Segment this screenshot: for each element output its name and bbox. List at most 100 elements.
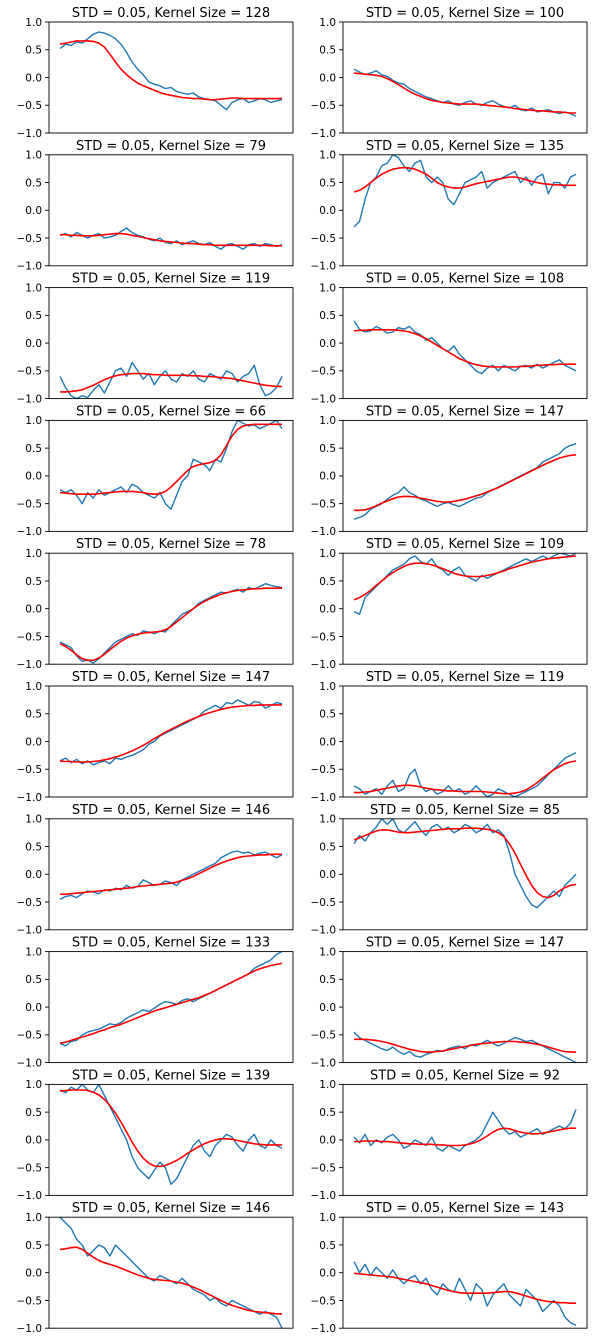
y-tick-label: −0.5 [311,366,337,378]
subplot-title: STD = 0.05, Kernel Size = 66 [76,404,266,419]
y-tick-label: −1.0 [311,925,337,937]
noisy-series-line [59,227,283,250]
y-tick-label: 1.0 [319,548,336,560]
y-tick-label: 1.0 [319,415,336,427]
subplot: STD = 0.05, Kernel Size = 146 1.0 0.5 0.0 −0… [17,803,294,937]
y-tick-label: −0.5 [311,764,337,776]
axes-frame [342,685,588,798]
subplot: STD = 0.05, Kernel Size = 92 1.0 0.5 0.0 −0.… [311,1068,588,1202]
y-tick-label: 0.0 [319,869,336,881]
subplot: STD = 0.05, Kernel Size = 147 1.0 0.5 0.0 −0… [311,404,588,538]
noisy-series-line [353,751,577,797]
y-tick-label: 0.5 [319,576,336,588]
y-tick-label: −0.5 [17,764,43,776]
noisy-series-line [59,420,283,510]
y-tick-label: 0.0 [25,205,42,217]
y-tick-label: 1.0 [25,946,42,958]
y-tick-label: −1.0 [17,659,43,671]
noisy-series-line [59,31,283,111]
subplot-title: STD = 0.05, Kernel Size = 108 [366,272,564,287]
subplot-title: STD = 0.05, Kernel Size = 79 [76,139,266,154]
plot-area [49,22,293,133]
y-tick-label: 0.5 [319,1240,336,1252]
y-tick-label: −0.5 [17,1162,43,1174]
subplot-title: STD = 0.05, Kernel Size = 85 [370,803,560,818]
subplot-title: STD = 0.05, Kernel Size = 92 [370,1068,560,1083]
y-tick-label: 0.5 [25,177,42,189]
smoothed-series-line [59,1246,282,1315]
plot-area [49,686,293,797]
y-tick-label: 1.0 [319,946,336,958]
subplot-title: STD = 0.05, Kernel Size = 147 [72,670,270,685]
y-tick-label: −1.0 [17,1190,43,1202]
subplot-title: STD = 0.05, Kernel Size = 78 [76,537,266,552]
subplot: STD = 0.05, Kernel Size = 147 1.0 0.5 0.0 −0… [17,670,294,804]
y-tick-label: −1.0 [311,659,337,671]
subplot-title: STD = 0.05, Kernel Size = 146 [72,803,270,818]
subplot: STD = 0.05, Kernel Size = 119 1.0 0.5 0.0 −0… [17,272,294,405]
subplot-title: STD = 0.05, Kernel Size = 128 [72,6,270,21]
y-tick-label: −1.0 [17,1323,43,1335]
y-tick-label: −1.0 [311,526,337,538]
smoothed-series-line [59,1089,282,1168]
y-tick-label: 1.0 [25,548,42,560]
y-tick-label: 1.0 [319,17,336,29]
smoothed-series-line [59,40,282,101]
y-tick-label: 0.0 [25,338,42,350]
plot-area [343,22,587,133]
subplot-title: STD = 0.05, Kernel Size = 139 [72,1068,270,1083]
subplot: STD = 0.05, Kernel Size = 66 1.0 0.5 0.0 −0.… [17,404,294,538]
smoothed-series-line [354,454,577,512]
y-tick-label: 0.5 [25,841,42,853]
plot-area [49,818,293,930]
y-tick-label: 1.0 [319,1079,336,1091]
axes-frame [342,287,588,400]
y-tick-label: −0.5 [17,233,43,245]
axes-frame [48,287,294,400]
subplot-title: STD = 0.05, Kernel Size = 109 [366,537,564,552]
y-tick-label: −0.5 [311,897,337,909]
y-tick-label: −1.0 [17,261,43,273]
subplot-title: STD = 0.05, Kernel Size = 100 [366,6,564,21]
y-tick-label: 0.0 [319,604,336,616]
axes-frame [342,21,588,134]
axes-frame [342,818,588,931]
y-tick-label: 1.0 [25,814,42,826]
y-tick-label: 1.0 [25,150,42,162]
y-tick-label: 0.0 [319,471,336,483]
subplot: STD = 0.05, Kernel Size = 146 1.0 0.5 0.0 −0… [17,1201,294,1335]
y-tick-label: 0.5 [25,45,42,57]
smoothed-series-line [353,827,577,899]
axes-frame [48,419,294,532]
y-tick-label: 0.0 [319,338,336,350]
y-tick-label: 0.0 [319,1135,336,1147]
y-tick-label: −1.0 [17,925,43,937]
smoothed-series-line [354,1127,576,1147]
y-tick-label: −0.5 [17,366,43,378]
y-tick-label: −0.5 [311,631,337,643]
subplot-title: STD = 0.05, Kernel Size = 119 [366,670,564,685]
y-tick-label: 0.5 [319,709,336,721]
smoothed-series-line [60,853,282,896]
y-tick-label: 0.5 [319,310,336,322]
axes-frame [48,685,294,798]
plot-area [49,1217,293,1329]
y-tick-label: 0.0 [25,869,42,881]
subplot-title: STD = 0.05, Kernel Size = 146 [72,1201,270,1216]
subplot-title: STD = 0.05, Kernel Size = 147 [366,936,564,951]
y-tick-label: −1.0 [311,792,337,804]
axes-frame [48,1216,294,1329]
y-tick-label: −0.5 [311,498,337,510]
y-tick-label: 0.5 [319,841,336,853]
y-tick-label: 0.5 [319,974,336,986]
y-tick-label: 1.0 [319,282,336,294]
subplot: STD = 0.05, Kernel Size = 85 1.0 0.5 0.0 −0.… [311,803,588,937]
plot-area [343,1217,587,1329]
y-tick-label: 0.0 [319,72,336,84]
y-tick-label: 0.5 [25,443,42,455]
plot-area [49,287,293,399]
axes-frame [342,1216,588,1329]
y-tick-label: −1.0 [311,261,337,273]
axes-frame [342,1083,588,1196]
y-tick-label: −0.5 [311,1295,337,1307]
